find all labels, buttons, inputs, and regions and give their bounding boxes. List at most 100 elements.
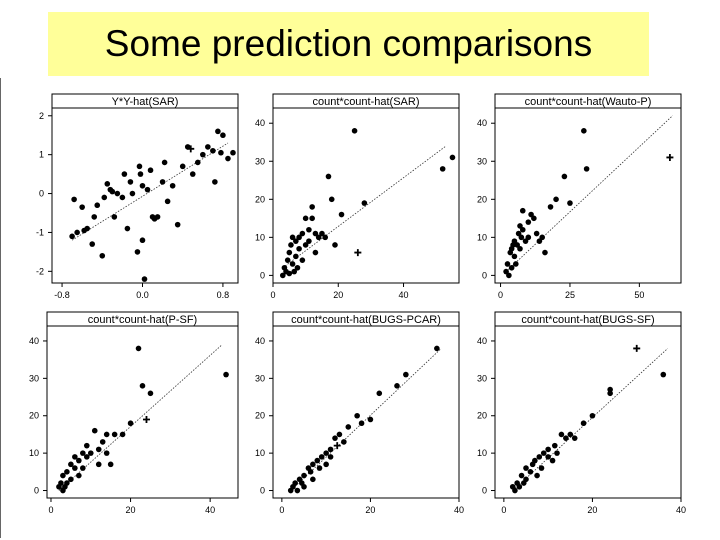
- panel-3-data-point: [583, 166, 590, 172]
- panel-4-y-tick-label: 0: [34, 486, 39, 496]
- panel-1-data-point: [174, 221, 181, 228]
- panel-3-y-tick-label: 10: [477, 232, 487, 242]
- panel-2-data-point: [299, 257, 306, 263]
- panel-6-data-point: [536, 454, 543, 460]
- panel-3-data-point: [553, 196, 559, 203]
- panel-5-data-point: [336, 431, 343, 438]
- panel-3-x-tick-label: 0: [498, 290, 503, 300]
- panel-1-data-point: [164, 198, 171, 205]
- panel-2-data-point: [332, 242, 338, 248]
- panel-4-x-tick-label: 0: [48, 505, 53, 515]
- panel-6-cross-marker: [633, 344, 641, 352]
- panel-5-data-point: [367, 416, 374, 423]
- panel-6-fit-line: [512, 348, 668, 491]
- panel-6-data-point: [607, 390, 613, 397]
- panel-4-y-tick-label: 10: [29, 448, 39, 458]
- panel-2-data-point: [294, 264, 301, 271]
- panel-4-data-point: [103, 431, 110, 438]
- panel-1-data-point: [79, 204, 85, 210]
- panel-5-data-point: [307, 469, 314, 475]
- panel-1-data-point: [144, 186, 151, 193]
- panel-3-y-tick-label: 20: [477, 194, 487, 204]
- panel-3-data-point: [525, 219, 532, 225]
- panel-3-cross-marker: [666, 153, 674, 161]
- panel-1-y-tick-label: 2: [39, 111, 44, 121]
- panel-5-data-point: [314, 457, 321, 464]
- panel-6-data-point: [534, 472, 540, 479]
- panel-3-data-point: [525, 234, 532, 241]
- panel-1-data-point: [147, 167, 154, 174]
- panel-1-x-tick-label: 0.0: [136, 290, 149, 300]
- panel-4-data-point: [147, 390, 154, 397]
- panel-1-data-point: [154, 214, 161, 220]
- panel-5-data-point: [403, 371, 409, 378]
- panel-4-y-tick-label: 20: [29, 411, 39, 421]
- panel-4-data-point: [72, 465, 78, 471]
- panel-2-x-tick-label: 40: [399, 290, 409, 300]
- panel-1-data-point: [200, 151, 206, 158]
- panel-2-data-point: [306, 226, 312, 233]
- panel-3-data-point: [513, 261, 519, 267]
- panel-6-y-tick-label: 30: [477, 373, 487, 383]
- panel-4-x-tick-label: 20: [126, 505, 136, 515]
- panel-6-data-point: [523, 476, 529, 483]
- panel-5-data-point: [354, 412, 360, 419]
- panel-3-data-point: [518, 234, 525, 241]
- panel-4-data-point: [72, 454, 78, 460]
- panel-5-data-point: [332, 435, 338, 441]
- panel-5-data-point: [310, 461, 316, 468]
- panel-3-frame: [494, 93, 682, 284]
- panel-4-data-point: [99, 439, 106, 445]
- panel-1-data-point: [99, 252, 106, 259]
- panel-2-y-tick-label: 40: [255, 118, 265, 128]
- panel-1-data-point: [104, 181, 111, 187]
- panel-2-y-tick-label: 20: [255, 194, 265, 204]
- panel-4-y-tick-label: 40: [29, 336, 39, 346]
- panel-2-data-point: [289, 261, 296, 267]
- panel-5-data-point: [323, 461, 329, 468]
- panel-2-data-point: [284, 257, 291, 263]
- panel-1-data-point: [109, 188, 116, 195]
- panel-5-data-point: [318, 454, 325, 460]
- panel-2-strip-title: count*count-hat(SAR): [313, 96, 420, 108]
- panel-3-data-point: [547, 204, 554, 210]
- panel-4-data-point: [76, 472, 82, 479]
- panel-1-data-point: [71, 196, 77, 203]
- panel-1-strip-title: Y*Y-hat(SAR): [112, 96, 179, 108]
- panel-1-data-point: [210, 147, 216, 154]
- panel-5-data-point: [341, 439, 347, 445]
- panel-6-data-point: [571, 435, 578, 441]
- panel-5-strip-title: count*count-hat(BUGS-PCAR): [291, 314, 441, 326]
- panel-3-data-point: [517, 245, 523, 252]
- panel-1-data-point: [89, 241, 96, 247]
- panel-2-data-point: [328, 196, 335, 203]
- panel-2-data-point: [299, 230, 306, 237]
- panel-6-data-point: [549, 457, 556, 464]
- panel-2-data-point: [319, 230, 325, 237]
- panel-4-frame: [46, 311, 239, 499]
- panel-1-cross-marker: [187, 145, 195, 153]
- panel-6-data-point: [527, 469, 534, 475]
- panel-5-data-point: [301, 472, 307, 479]
- panel-6-y-tick-label: 10: [477, 448, 487, 458]
- panel-2-data-point: [306, 238, 312, 244]
- panel-5-data-point: [345, 424, 352, 430]
- panel-6-data-point: [558, 431, 565, 438]
- panel-3-x-tick-label: 25: [565, 290, 575, 300]
- panel-1-data-point: [124, 225, 131, 232]
- panel-3-data-point: [531, 215, 537, 222]
- panel-1-y-tick-label: -2: [36, 266, 44, 276]
- panel-6-data-point: [545, 446, 551, 453]
- panel-2-data-point: [286, 270, 293, 277]
- panel-4-data-point: [111, 431, 118, 438]
- panel-4-data-point: [119, 431, 126, 438]
- panel-2-data-point: [351, 128, 358, 134]
- panel-4-data-point: [68, 476, 74, 483]
- panel-4-data-point: [76, 457, 82, 464]
- panel-5-data-point: [310, 476, 316, 483]
- panel-6-data-point: [567, 431, 574, 438]
- panel-4-data-point: [139, 383, 146, 389]
- panel-2-data-point: [449, 154, 456, 161]
- panel-1-data-point: [139, 182, 146, 189]
- panel-3-data-point: [542, 249, 548, 256]
